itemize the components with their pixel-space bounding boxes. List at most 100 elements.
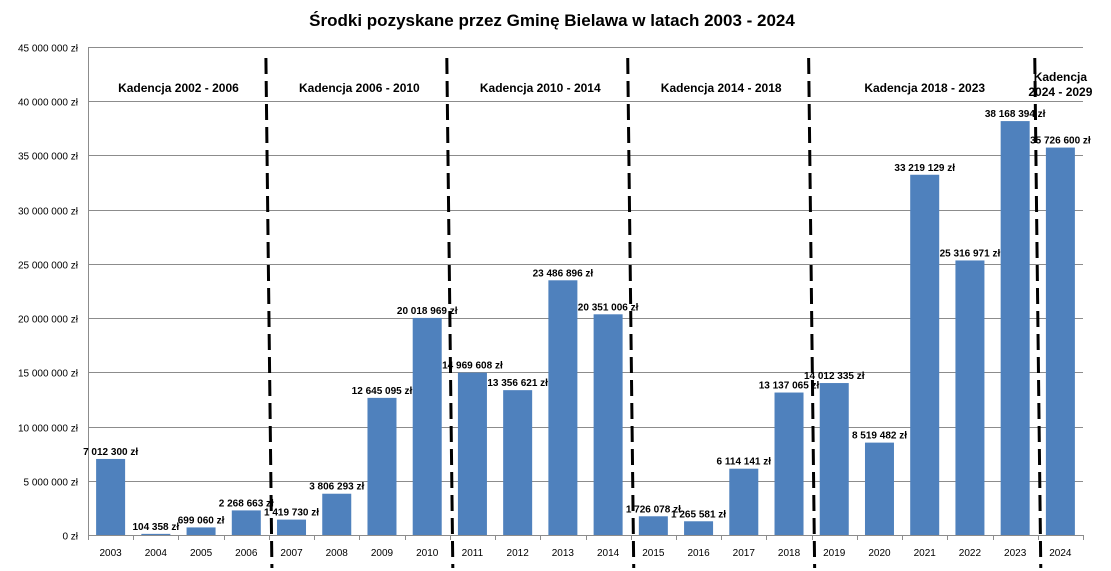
data-label-2020: 8 519 482 zł xyxy=(852,431,907,442)
term-annotations: Kadencja 2002 - 2006 Kadencja 2006 - 2010… xyxy=(118,70,1093,99)
x-tick-label: 2016 xyxy=(687,548,710,559)
x-tick-label: 2023 xyxy=(1004,548,1027,559)
x-tick-label: 2017 xyxy=(733,548,756,559)
term-divider-line xyxy=(807,57,817,569)
data-label-2005: 699 060 zł xyxy=(178,515,225,526)
data-label-2003: 7 012 300 zł xyxy=(83,447,138,458)
x-tick-label: 2014 xyxy=(597,548,620,559)
y-tick-label: 10 000 000 zł xyxy=(18,424,79,435)
term-annotation-line: Kadencja 2018 - 2023 xyxy=(864,81,985,95)
x-tick-label: 2004 xyxy=(145,548,168,559)
data-label-2013: 23 486 896 zł xyxy=(533,268,594,279)
data-label-2006: 2 268 663 zł xyxy=(219,498,274,509)
bar-2005 xyxy=(186,527,216,535)
term-divider-line xyxy=(445,57,455,569)
y-tick-label: 20 000 000 zł xyxy=(18,315,79,326)
bar-2020 xyxy=(864,442,894,535)
term-annotation: Kadencja 2010 - 2014 xyxy=(480,81,601,95)
data-label-2012: 13 356 621 zł xyxy=(487,378,548,389)
term-annotation-line: Kadencja 2010 - 2014 xyxy=(480,81,601,95)
x-tick-label: 2007 xyxy=(280,548,303,559)
data-label-2010: 20 018 969 zł xyxy=(397,306,458,317)
bar-2003 xyxy=(96,458,126,535)
data-label-2021: 33 219 129 zł xyxy=(894,163,955,174)
bars xyxy=(96,121,1075,536)
x-tick-label: 2015 xyxy=(642,548,665,559)
gridlines xyxy=(88,47,1083,482)
data-label-2007: 1 419 730 zł xyxy=(264,508,319,519)
bar-2023 xyxy=(1000,121,1030,536)
term-annotation-line: Kadencja 2006 - 2010 xyxy=(299,81,420,95)
data-label-2011: 14 969 608 zł xyxy=(442,361,503,372)
term-annotation-line: Kadencja 2014 - 2018 xyxy=(661,81,782,95)
data-label-2017: 6 114 141 zł xyxy=(717,457,772,468)
y-tick-label: 5 000 000 zł xyxy=(24,478,79,489)
x-tick-label: 2003 xyxy=(99,548,122,559)
x-tick-label: 2011 xyxy=(462,548,484,559)
bar-2024 xyxy=(1045,147,1075,535)
x-tick-label: 2013 xyxy=(552,548,575,559)
term-annotation: Kadencja 2014 - 2018 xyxy=(661,81,782,95)
bar-2006 xyxy=(231,510,261,535)
bar-2022 xyxy=(955,260,985,535)
x-tick-label: 2022 xyxy=(959,548,982,559)
x-tick-label: 2024 xyxy=(1049,548,1072,559)
term-annotation-line: Kadencja 2002 - 2006 xyxy=(118,81,239,95)
y-tick-label: 30 000 000 zł xyxy=(18,207,79,218)
data-label-2004: 104 358 zł xyxy=(132,522,179,533)
bar-2010 xyxy=(412,317,442,535)
chart-title: Środki pozyskane przez Gminę Bielawa w l… xyxy=(309,11,795,30)
x-axis-tick-labels: 2003 2004 2005 2006 2007 2008 2009 2010 2011 2012… xyxy=(99,548,1071,559)
y-tick-label: 0 zł xyxy=(62,532,78,543)
term-dividers xyxy=(264,57,1043,569)
data-label-2015: 1 726 078 zł xyxy=(626,504,681,515)
term-annotation-line: Kadencja xyxy=(1034,70,1088,84)
y-tick-label: 45 000 000 zł xyxy=(18,44,79,55)
term-annotation-line: 2024 - 2029 xyxy=(1028,85,1092,99)
x-tick-label: 2005 xyxy=(190,548,213,559)
y-tick-label: 40 000 000 zł xyxy=(18,98,79,109)
x-tick-label: 2018 xyxy=(778,548,801,559)
y-tick-label: 25 000 000 zł xyxy=(18,261,79,272)
bar-2015 xyxy=(638,516,668,535)
term-divider-line xyxy=(626,57,636,569)
data-label-2019: 14 012 335 zł xyxy=(804,371,865,382)
x-tick-label: 2020 xyxy=(868,548,891,559)
bar-2017 xyxy=(729,468,759,535)
term-divider-line xyxy=(264,57,274,569)
term-annotation: Kadencja 2002 - 2006 xyxy=(118,81,239,95)
data-label-2018: 13 137 065 zł xyxy=(759,381,820,392)
x-tick-label: 2006 xyxy=(235,548,258,559)
data-label-2023: 38 168 394 zł xyxy=(985,109,1046,120)
data-label-2022: 25 316 971 zł xyxy=(940,248,1001,259)
data-label-2009: 12 645 095 zł xyxy=(352,386,413,397)
term-divider-line xyxy=(1033,57,1043,569)
data-label-2016: 1 265 581 zł xyxy=(671,509,726,520)
term-annotation: Kadencja 2018 - 2023 xyxy=(864,81,985,95)
bar-2021 xyxy=(910,174,940,535)
x-tick-label: 2021 xyxy=(914,548,937,559)
axes xyxy=(88,47,1084,540)
data-label-2014: 20 351 006 zł xyxy=(578,302,639,313)
bar-2009 xyxy=(367,397,397,535)
x-tick-label: 2010 xyxy=(416,548,439,559)
term-annotation: Kadencja 2006 - 2010 xyxy=(299,81,420,95)
bar-2013 xyxy=(548,280,578,535)
x-tick-label: 2012 xyxy=(507,548,530,559)
bar-2019 xyxy=(819,383,849,535)
bar-2018 xyxy=(774,392,804,535)
x-tick-label: 2009 xyxy=(371,548,394,559)
data-label-2024: 35 726 600 zł xyxy=(1030,136,1091,147)
bar-2008 xyxy=(322,493,352,535)
bar-2016 xyxy=(684,521,714,535)
y-tick-label: 35 000 000 zł xyxy=(18,152,79,163)
x-tick-label: 2008 xyxy=(326,548,349,559)
bar-2007 xyxy=(277,519,307,535)
bar-2004 xyxy=(141,533,171,535)
term-annotation: Kadencja 2024 - 2029 xyxy=(1028,70,1092,99)
y-axis-tick-labels: 0 zł 5 000 000 zł 10 000 000 zł 15 000 000 … xyxy=(18,44,79,543)
y-tick-label: 15 000 000 zł xyxy=(18,369,79,380)
bar-2012 xyxy=(503,390,533,535)
